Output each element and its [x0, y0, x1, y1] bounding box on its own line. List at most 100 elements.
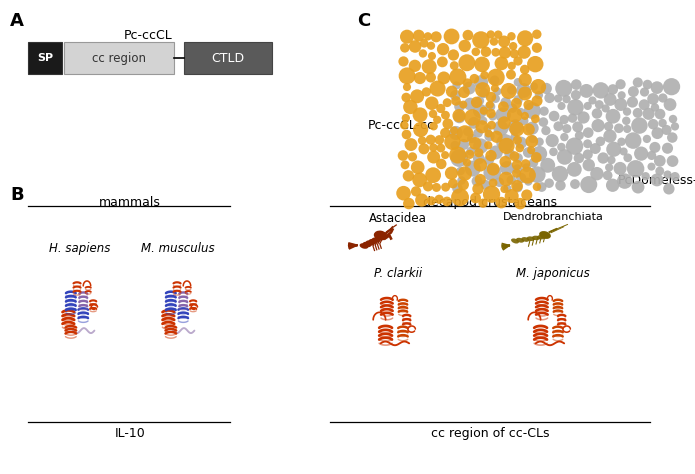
Circle shape — [507, 175, 516, 185]
Circle shape — [436, 144, 445, 153]
Text: A: A — [10, 12, 24, 30]
Circle shape — [529, 158, 538, 167]
Circle shape — [396, 186, 411, 201]
Circle shape — [498, 101, 509, 112]
Circle shape — [527, 146, 535, 155]
Circle shape — [412, 173, 427, 187]
Circle shape — [532, 146, 547, 161]
Circle shape — [532, 95, 543, 107]
Text: cc region of cc-CLs: cc region of cc-CLs — [431, 427, 549, 440]
Circle shape — [639, 99, 650, 110]
Circle shape — [400, 121, 409, 129]
Circle shape — [464, 109, 481, 126]
Circle shape — [458, 139, 469, 150]
Circle shape — [410, 89, 424, 103]
Circle shape — [667, 132, 678, 143]
Circle shape — [567, 99, 584, 116]
Text: C: C — [357, 12, 370, 30]
Circle shape — [578, 111, 589, 124]
Circle shape — [669, 115, 677, 123]
Circle shape — [566, 137, 583, 155]
Text: Astacidea: Astacidea — [369, 212, 427, 225]
Circle shape — [641, 172, 650, 181]
Ellipse shape — [359, 243, 368, 249]
Circle shape — [583, 149, 593, 159]
Circle shape — [531, 152, 541, 163]
Circle shape — [662, 143, 673, 154]
Circle shape — [415, 193, 428, 207]
Circle shape — [440, 128, 450, 138]
Circle shape — [433, 116, 441, 124]
Circle shape — [498, 36, 510, 47]
Circle shape — [553, 121, 563, 131]
Circle shape — [398, 56, 409, 66]
Circle shape — [500, 97, 511, 108]
Circle shape — [487, 121, 496, 129]
Circle shape — [429, 109, 437, 118]
Circle shape — [518, 46, 531, 59]
Circle shape — [651, 173, 664, 186]
Circle shape — [420, 39, 428, 47]
Circle shape — [430, 81, 445, 97]
Circle shape — [605, 109, 621, 124]
Circle shape — [529, 135, 537, 143]
Circle shape — [598, 152, 609, 164]
Circle shape — [605, 164, 613, 172]
Circle shape — [432, 183, 441, 192]
Circle shape — [663, 183, 675, 194]
Circle shape — [640, 87, 649, 97]
Circle shape — [463, 158, 471, 167]
Circle shape — [628, 86, 639, 97]
Circle shape — [541, 126, 550, 135]
Circle shape — [467, 134, 477, 143]
Circle shape — [437, 43, 449, 55]
Circle shape — [425, 167, 441, 183]
Circle shape — [403, 83, 411, 91]
Circle shape — [422, 59, 436, 74]
Circle shape — [498, 116, 511, 129]
Circle shape — [486, 163, 500, 176]
Circle shape — [534, 91, 543, 100]
Text: H. sapiens: H. sapiens — [49, 242, 111, 255]
Circle shape — [490, 75, 500, 85]
Circle shape — [554, 94, 562, 102]
Circle shape — [509, 42, 517, 50]
Circle shape — [398, 150, 409, 161]
Circle shape — [505, 189, 518, 203]
Circle shape — [427, 42, 435, 50]
Circle shape — [448, 49, 459, 61]
Circle shape — [515, 137, 527, 149]
Circle shape — [521, 112, 529, 120]
Circle shape — [658, 93, 667, 103]
Circle shape — [500, 185, 509, 193]
Circle shape — [411, 161, 425, 174]
Circle shape — [580, 84, 594, 98]
Circle shape — [475, 82, 490, 97]
Circle shape — [537, 182, 546, 192]
Circle shape — [496, 107, 511, 123]
Circle shape — [471, 97, 482, 108]
Circle shape — [437, 72, 450, 84]
Circle shape — [489, 112, 497, 120]
Circle shape — [409, 40, 421, 53]
Circle shape — [632, 77, 643, 88]
Circle shape — [571, 90, 581, 100]
Circle shape — [457, 176, 466, 185]
Circle shape — [651, 127, 663, 139]
Circle shape — [557, 143, 566, 151]
Text: Pc-ccCL: Pc-ccCL — [124, 29, 172, 42]
Circle shape — [423, 182, 433, 191]
Circle shape — [530, 79, 546, 94]
Text: SP: SP — [37, 53, 53, 63]
Circle shape — [520, 65, 530, 74]
Circle shape — [451, 96, 461, 106]
Circle shape — [514, 78, 522, 86]
Circle shape — [643, 135, 651, 143]
Circle shape — [484, 141, 493, 149]
Circle shape — [483, 185, 500, 203]
Circle shape — [531, 114, 540, 123]
Circle shape — [422, 87, 431, 97]
Circle shape — [508, 119, 523, 134]
Circle shape — [480, 71, 489, 80]
Circle shape — [606, 142, 621, 157]
